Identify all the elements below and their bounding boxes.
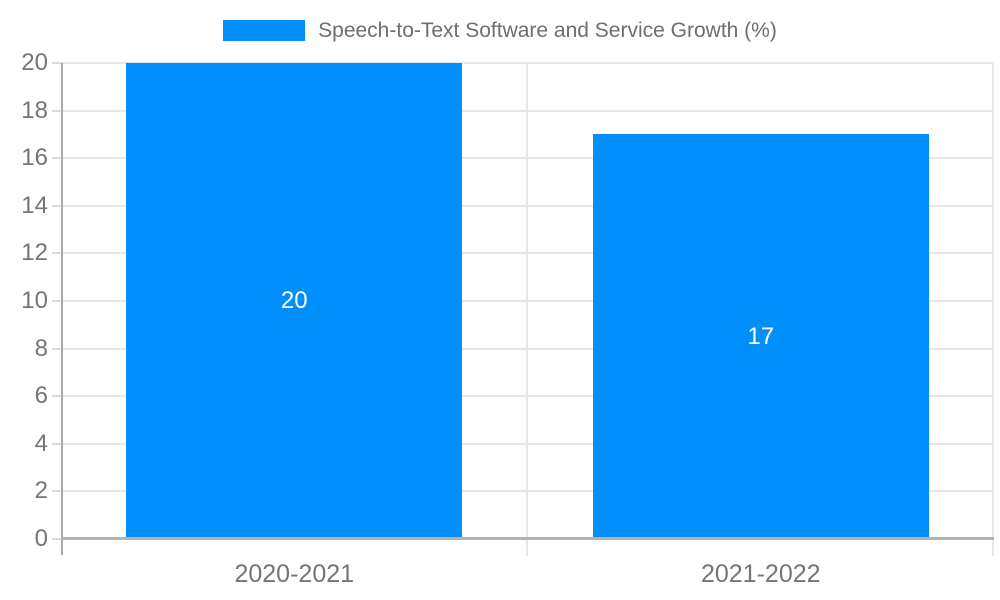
gridline-y [61, 490, 994, 493]
bar-2020-2021[interactable]: 20 [126, 63, 463, 539]
legend-swatch [223, 20, 306, 41]
gridline-y [61, 300, 994, 302]
bar-data-label: 17 [747, 322, 775, 350]
y-axis-tick-mark [52, 490, 61, 493]
bar-data-label: 20 [280, 287, 308, 314]
y-axis-tick-label: 4 [34, 429, 48, 457]
y-axis-tick-label: 12 [21, 239, 48, 267]
y-axis-tick-mark [52, 442, 61, 445]
x-axis-category-label: 2020-2021 [234, 560, 355, 588]
y-axis-tick-label: 8 [34, 334, 48, 362]
gridline-y [61, 395, 994, 398]
gridline-y [61, 252, 994, 255]
y-axis-tick-mark [52, 538, 61, 540]
legend: Speech-to-Text Software and Service Grow… [0, 19, 1000, 42]
y-axis-tick-mark [52, 109, 61, 112]
gridline-y [61, 62, 994, 64]
y-axis-line [61, 63, 63, 555]
y-axis-tick-mark [52, 62, 61, 64]
gridline-y [61, 157, 994, 160]
y-axis-tick-label: 20 [21, 49, 48, 76]
gridline-y [61, 204, 994, 207]
y-axis-tick-label: 10 [21, 287, 48, 314]
plot-area: 20 17 [61, 62, 994, 556]
legend-item[interactable]: Speech-to-Text Software and Service Grow… [223, 19, 777, 42]
y-axis-tick-label: 6 [34, 382, 48, 410]
y-axis-tick-mark [52, 252, 61, 255]
y-axis-tick-label: 18 [21, 96, 48, 124]
y-axis-tick-label: 16 [21, 144, 48, 172]
gridline-y [61, 347, 994, 350]
y-axis-tick-mark [52, 157, 61, 160]
y-axis-tick-mark [52, 300, 61, 302]
y-axis-tick-label: 2 [34, 477, 48, 505]
bar-2021-2022[interactable]: 17 [592, 134, 929, 539]
gridline-y [61, 442, 994, 445]
gridline-x [525, 63, 528, 556]
y-axis-tick-mark [52, 204, 61, 207]
y-axis-tick-mark [52, 395, 61, 398]
gridline-x [992, 63, 994, 556]
y-axis-tick-label: 0 [34, 525, 48, 552]
legend-label: Speech-to-Text Software and Service Grow… [318, 19, 777, 42]
x-axis-line [61, 537, 994, 540]
gridline-y [61, 109, 994, 112]
x-axis-category-label: 2021-2022 [700, 560, 821, 588]
y-axis-tick-mark [52, 347, 61, 350]
y-axis-tick-label: 14 [21, 191, 48, 219]
